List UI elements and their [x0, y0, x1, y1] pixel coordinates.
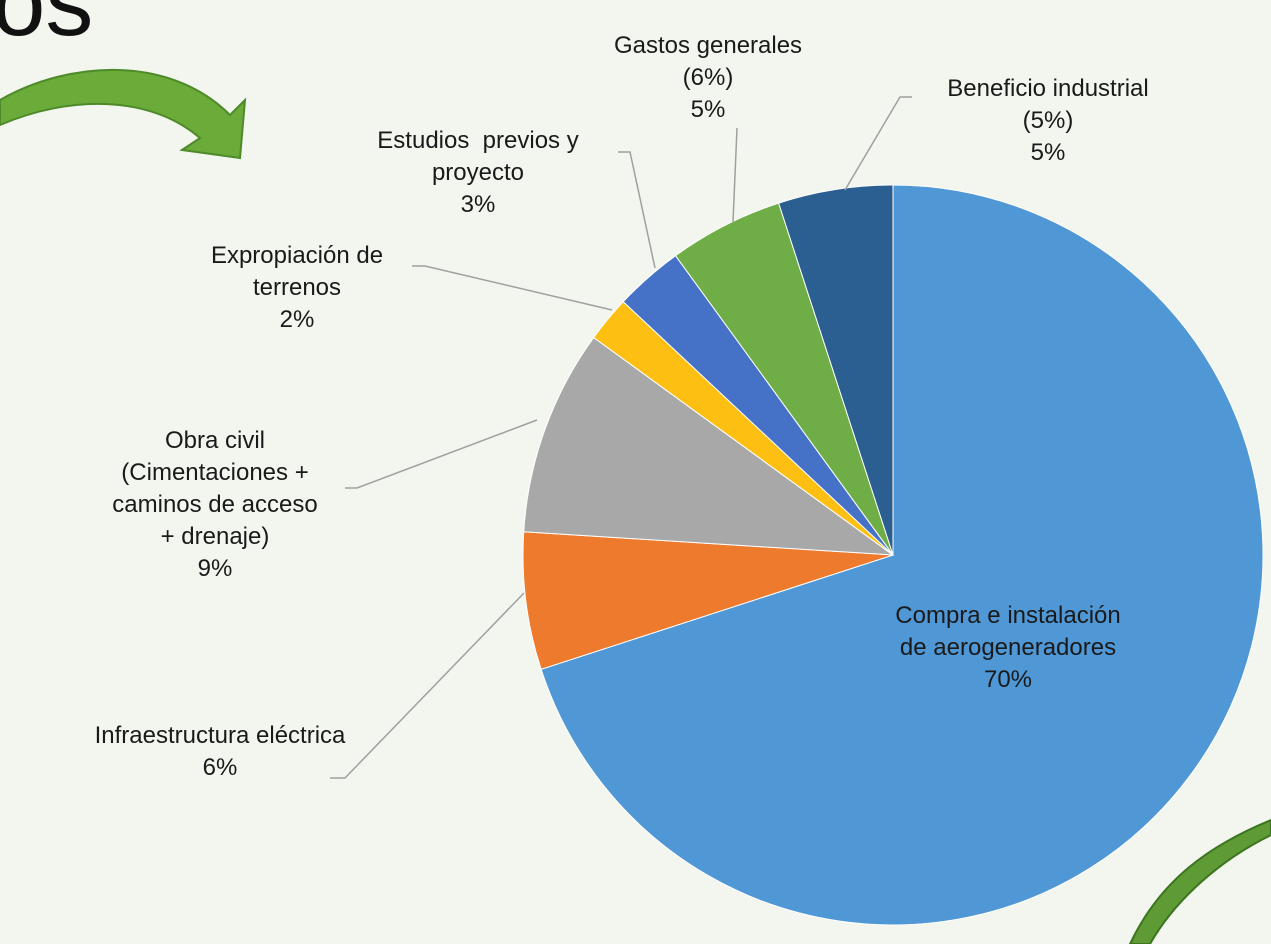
value-label: 5%	[947, 137, 1148, 169]
category-label: Gastos generales (6%)	[614, 30, 802, 94]
value-label: 9%	[112, 553, 317, 585]
category-label: Infraestructura eléctrica	[95, 720, 346, 752]
leader-line	[345, 420, 537, 488]
value-label: 3%	[377, 189, 578, 221]
decorative-arrow	[0, 70, 245, 158]
data-label: Obra civil (Cimentaciones + caminos de a…	[112, 425, 317, 585]
category-label: Beneficio industrial (5%)	[947, 73, 1148, 137]
value-label: 70%	[895, 664, 1120, 696]
pie	[523, 185, 1263, 925]
value-label: 6%	[95, 752, 346, 784]
category-label: Obra civil (Cimentaciones + caminos de a…	[112, 425, 317, 553]
leader-line	[330, 593, 524, 778]
leader-line	[412, 266, 612, 310]
decorative-leaf	[1130, 820, 1271, 944]
leader-line	[845, 97, 912, 190]
category-label: Expropiación de terrenos	[211, 240, 383, 304]
value-label: 2%	[211, 304, 383, 336]
leader-line	[618, 152, 655, 268]
category-label: Estudios previos y proyecto	[377, 125, 578, 189]
slide: {"chart_data": {"type": "pie", "title": …	[0, 0, 1271, 944]
data-label: Gastos generales (6%)5%	[614, 30, 802, 126]
leader-line	[733, 128, 737, 222]
value-label: 5%	[614, 94, 802, 126]
category-label: Compra e instalación de aerogeneradores	[895, 600, 1120, 664]
data-label: Beneficio industrial (5%)5%	[947, 73, 1148, 169]
